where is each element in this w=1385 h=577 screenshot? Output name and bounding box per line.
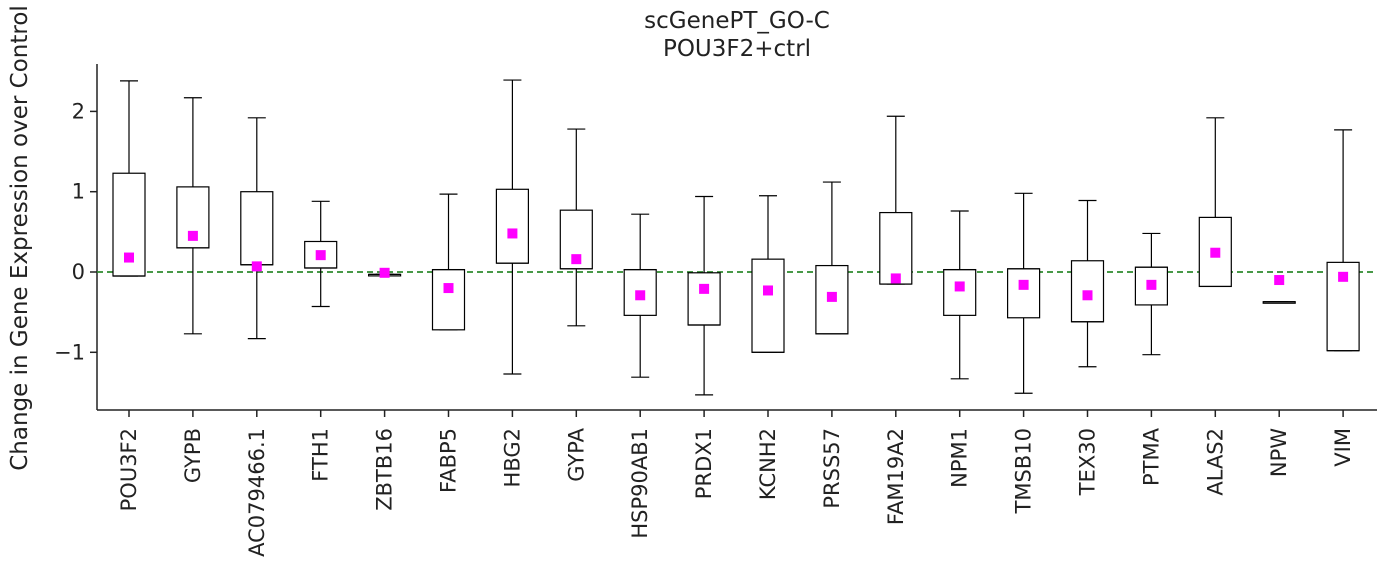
x-tick-label: FTH1 bbox=[309, 428, 333, 482]
x-tick-label: NPW bbox=[1267, 428, 1291, 477]
mean-marker bbox=[890, 273, 901, 284]
box bbox=[751, 258, 785, 353]
x-tick-label: PRDX1 bbox=[692, 428, 716, 499]
x-tick-label: TMSB10 bbox=[1012, 428, 1036, 514]
mean-marker bbox=[251, 261, 262, 272]
mean-marker bbox=[124, 252, 134, 263]
mean-marker bbox=[571, 254, 582, 265]
x-tick-label: GYPB bbox=[181, 428, 205, 483]
x-tick-label: KCNH2 bbox=[756, 428, 780, 500]
mean-marker bbox=[187, 230, 198, 241]
x-tick-label: FABP5 bbox=[437, 428, 461, 493]
mean-marker bbox=[954, 281, 965, 292]
mean-marker bbox=[379, 267, 390, 278]
mean-marker bbox=[763, 285, 773, 296]
mean-marker bbox=[699, 283, 710, 294]
mean-marker bbox=[1210, 247, 1221, 258]
mean-marker bbox=[1018, 279, 1029, 290]
box bbox=[240, 191, 274, 266]
x-tick-label: PTMA bbox=[1139, 427, 1163, 486]
x-tick-label: ALAS2 bbox=[1203, 428, 1227, 496]
box bbox=[943, 268, 977, 316]
box bbox=[1006, 268, 1041, 319]
x-tick-label: ZBTB16 bbox=[373, 428, 397, 511]
x-tick-label: FAM19A2 bbox=[884, 428, 908, 525]
box bbox=[687, 272, 721, 326]
x-tick-label: HSP90AB1 bbox=[628, 428, 652, 539]
mean-marker bbox=[1082, 290, 1093, 301]
x-tick-label: PRSS57 bbox=[820, 428, 844, 509]
mean-marker bbox=[443, 283, 454, 294]
x-tick-label: HBG2 bbox=[500, 428, 524, 487]
chart-title: scGenePT_GO-C bbox=[644, 8, 830, 34]
x-tick-label: VIM bbox=[1331, 428, 1355, 467]
box bbox=[1326, 261, 1360, 352]
x-tick-label: POU3F2 bbox=[117, 428, 141, 511]
x-tick-label: TEX30 bbox=[1076, 428, 1100, 496]
x-tick-label: NPM1 bbox=[948, 428, 972, 488]
x-tick-label: AC079466.1 bbox=[245, 428, 269, 557]
y-tick-label: 2 bbox=[72, 99, 85, 123]
mean-marker bbox=[826, 291, 837, 302]
mean-marker bbox=[1146, 279, 1157, 290]
mean-marker bbox=[1338, 271, 1349, 282]
y-tick-label: 0 bbox=[72, 260, 85, 284]
box bbox=[495, 188, 529, 264]
mean-marker bbox=[315, 250, 326, 261]
mean-marker bbox=[507, 228, 518, 239]
box bbox=[431, 268, 466, 331]
y-tick-label: −1 bbox=[54, 340, 85, 364]
y-tick-label: 1 bbox=[72, 180, 85, 204]
plot-area: −1 0 1 2 POU3F2 GYPB AC079466.1 FTH1 ZBTB16 FABP5… bbox=[54, 64, 1377, 557]
x-tick-label: GYPA bbox=[564, 427, 588, 481]
mean-marker bbox=[635, 290, 646, 301]
y-axis-label: Change in Gene Expression over Control bbox=[7, 5, 33, 471]
chart-subtitle: POU3F2+ctrl bbox=[663, 36, 811, 62]
box bbox=[879, 211, 913, 285]
mean-marker bbox=[1274, 275, 1285, 286]
